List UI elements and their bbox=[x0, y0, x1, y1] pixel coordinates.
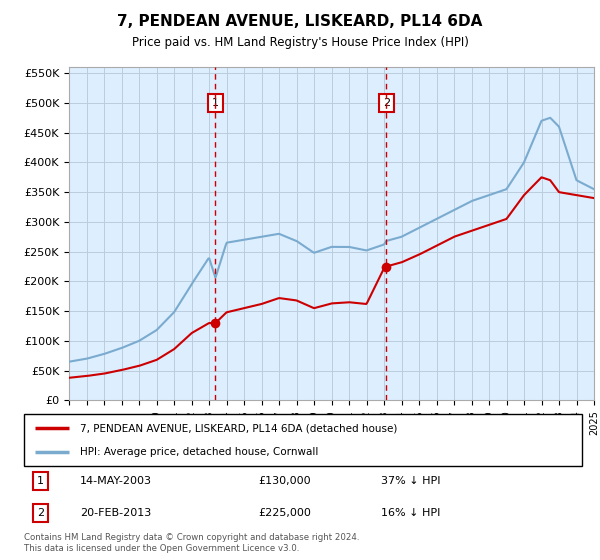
Text: HPI: Average price, detached house, Cornwall: HPI: Average price, detached house, Corn… bbox=[80, 447, 318, 457]
Text: 1: 1 bbox=[212, 98, 219, 108]
Text: 14-MAY-2003: 14-MAY-2003 bbox=[80, 476, 152, 486]
Text: 1: 1 bbox=[37, 476, 44, 486]
Text: 7, PENDEAN AVENUE, LISKEARD, PL14 6DA (detached house): 7, PENDEAN AVENUE, LISKEARD, PL14 6DA (d… bbox=[80, 423, 397, 433]
Text: 20-FEB-2013: 20-FEB-2013 bbox=[80, 508, 151, 518]
Text: 7, PENDEAN AVENUE, LISKEARD, PL14 6DA: 7, PENDEAN AVENUE, LISKEARD, PL14 6DA bbox=[118, 14, 482, 29]
Text: 37% ↓ HPI: 37% ↓ HPI bbox=[381, 476, 440, 486]
Text: 16% ↓ HPI: 16% ↓ HPI bbox=[381, 508, 440, 518]
Text: Price paid vs. HM Land Registry's House Price Index (HPI): Price paid vs. HM Land Registry's House … bbox=[131, 36, 469, 49]
Text: £130,000: £130,000 bbox=[259, 476, 311, 486]
Text: 2: 2 bbox=[37, 508, 44, 518]
Text: Contains HM Land Registry data © Crown copyright and database right 2024.
This d: Contains HM Land Registry data © Crown c… bbox=[24, 533, 359, 553]
Text: 2: 2 bbox=[383, 98, 390, 108]
Text: £225,000: £225,000 bbox=[259, 508, 311, 518]
